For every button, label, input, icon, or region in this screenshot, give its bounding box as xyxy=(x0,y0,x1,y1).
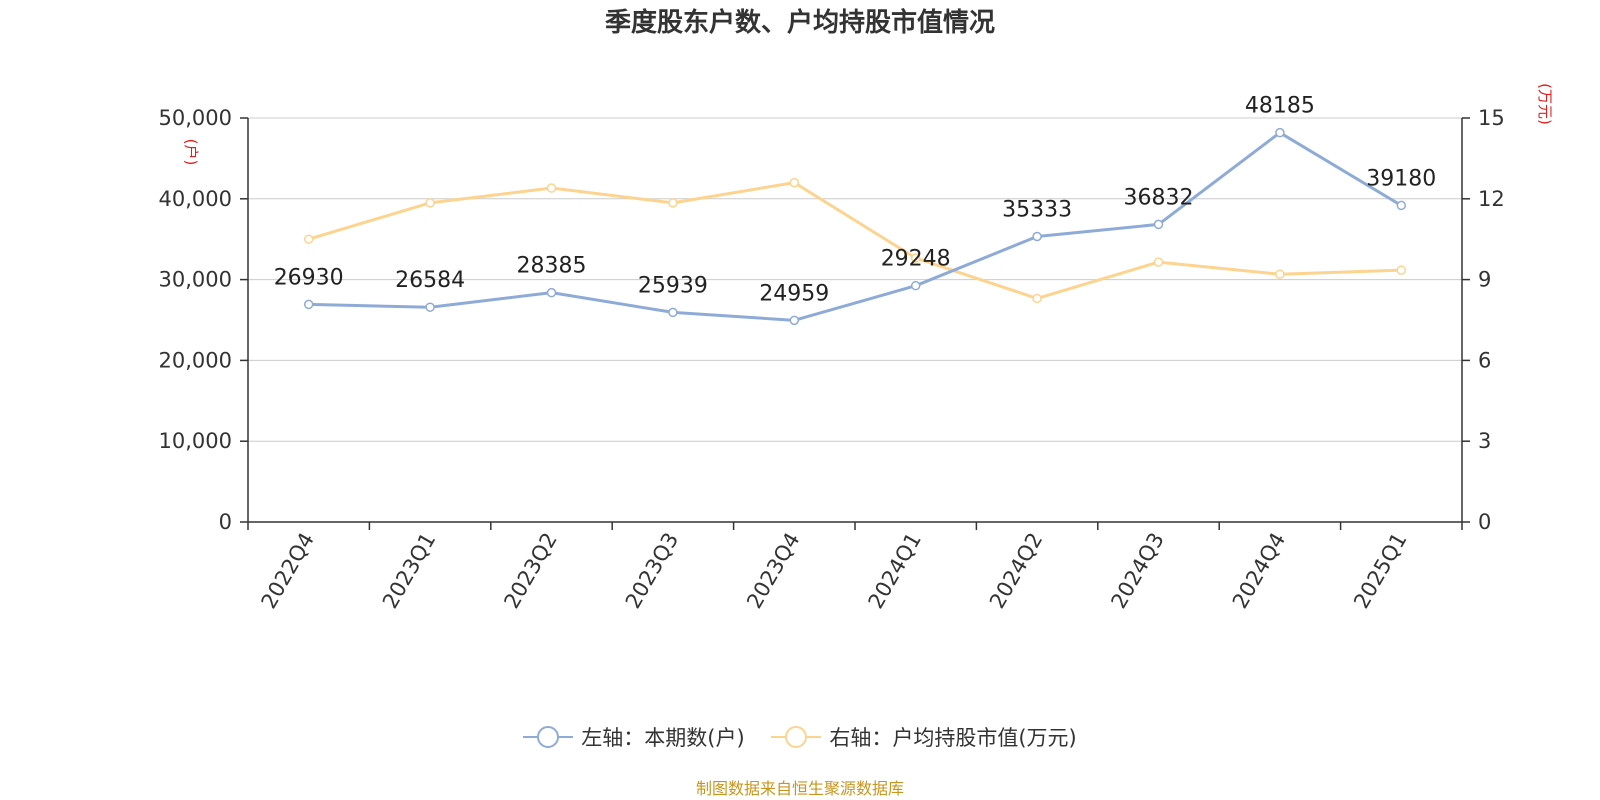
series-left-point xyxy=(1032,231,1042,242)
right-axis-tick-label: 15 xyxy=(1478,106,1505,130)
series-right-point xyxy=(1396,265,1407,275)
series-left-point xyxy=(910,280,921,291)
series-left-data-label: 39180 xyxy=(1366,166,1436,191)
x-axis-tick-label: 2023Q2 xyxy=(499,529,561,613)
series-right-point xyxy=(546,183,557,193)
right-axis-tick-label: 9 xyxy=(1478,268,1491,292)
series-left-point xyxy=(1275,127,1285,138)
legend-item-right[interactable]: 右轴：户均持股市值(万元) xyxy=(771,722,1077,752)
x-axis-tick-label: 2025Q1 xyxy=(1349,529,1411,613)
x-axis-tick-label: 2023Q3 xyxy=(621,529,683,613)
series-left-point xyxy=(668,307,678,318)
x-axis-tick-label: 2023Q4 xyxy=(742,529,804,613)
series-right-point xyxy=(1032,293,1042,304)
legend-right-marker-icon xyxy=(771,726,822,748)
x-axis-tick-label: 2024Q1 xyxy=(864,529,926,613)
series-right-point xyxy=(1153,257,1164,267)
series-left-point xyxy=(1396,200,1407,211)
legend-left-marker-icon xyxy=(523,726,574,748)
legend-right-label: 右轴：户均持股市值(万元) xyxy=(829,726,1077,750)
left-axis-unit-label: (户) xyxy=(182,139,200,166)
series-left-point xyxy=(546,287,557,298)
right-axis-tick-label: 12 xyxy=(1478,187,1505,211)
series-right-line xyxy=(308,181,1402,300)
series-right-point xyxy=(789,177,800,188)
legend-left-label: 左轴：本期数(户) xyxy=(581,726,745,750)
series-left-point xyxy=(1153,219,1164,230)
x-axis-tick-label: 2022Q4 xyxy=(257,529,319,613)
x-axis-tick-label: 2024Q3 xyxy=(1106,529,1168,613)
series-left-data-label: 28385 xyxy=(517,254,587,279)
right-axis-tick-label: 6 xyxy=(1478,348,1491,372)
x-axis-tick-label: 2023Q1 xyxy=(378,529,440,613)
series-right-point xyxy=(425,198,435,208)
series-left-data-label: 26584 xyxy=(395,268,465,293)
series-left-line xyxy=(308,131,1403,322)
x-axis-tick-label: 2024Q2 xyxy=(985,529,1047,613)
right-axis-tick-label: 0 xyxy=(1478,510,1491,534)
series-left-data-label: 35333 xyxy=(1002,198,1072,223)
series-right-point xyxy=(910,253,921,263)
series-left-point xyxy=(303,299,314,310)
series-left-point xyxy=(425,302,435,312)
left-axis-tick-label: 20,000 xyxy=(159,348,232,372)
left-axis-tick-label: 40,000 xyxy=(159,187,232,211)
legend-item-left[interactable]: 左轴：本期数(户) xyxy=(523,722,745,752)
x-axis-tick-label: 2024Q4 xyxy=(1228,529,1290,613)
series-left-data-label: 24959 xyxy=(759,281,829,306)
series-right-point xyxy=(1275,269,1285,279)
series-left-data-label: 29248 xyxy=(881,247,951,272)
series-left-data-label: 25939 xyxy=(638,273,708,298)
series-right-point xyxy=(668,198,678,208)
right-axis-tick-label: 3 xyxy=(1478,429,1491,453)
series-left-data-label: 26930 xyxy=(274,265,344,290)
series-left-point xyxy=(789,315,800,326)
source-note: 制图数据来自恒生聚源数据库 xyxy=(695,779,904,798)
right-axis-unit-label: (万元) xyxy=(1536,83,1554,125)
left-axis-tick-label: 0 xyxy=(219,510,232,534)
series-left-data-label: 48185 xyxy=(1245,94,1315,119)
legend: 左轴：本期数(户) 右轴：户均持股市值(万元) xyxy=(0,722,1600,754)
chart-title: 季度股东户数、户均持股市值情况 xyxy=(604,8,995,38)
chart-svg: 0 10,000 20,000 30,000 40,000 50,000 0 3 6 9 12 15 (… xyxy=(159,83,1554,613)
left-axis-tick-label: 50,000 xyxy=(159,106,232,130)
left-axis-tick-label: 10,000 xyxy=(159,429,232,453)
series-left-data-label: 36832 xyxy=(1124,185,1194,210)
left-axis-tick-label: 30,000 xyxy=(159,268,232,292)
series-right-point xyxy=(303,234,314,244)
